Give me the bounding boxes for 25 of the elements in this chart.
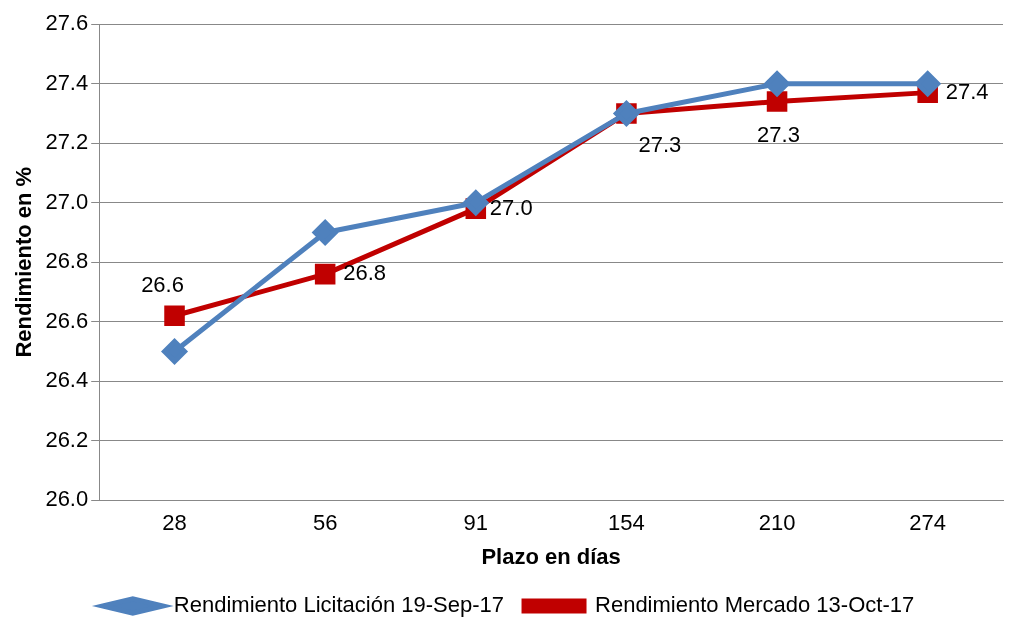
x-tick-label: 210 <box>758 510 796 536</box>
y-tick-label: 26.6 <box>45 307 89 333</box>
y-tick-label: 27.4 <box>45 69 89 95</box>
legend-label: Rendimiento Licitación 19-Sep-17 <box>173 592 505 618</box>
x-tick-label: 91 <box>463 510 489 536</box>
data-label: 26.6 <box>141 271 184 297</box>
data-label: 27.4 <box>945 78 989 104</box>
x-tick-label: 274 <box>909 510 947 536</box>
x-tick-label: 56 <box>312 510 338 536</box>
data-label: 27.0 <box>489 194 533 220</box>
y-tick-label: 27.2 <box>45 129 89 155</box>
x-axis-title: Plazo en días <box>481 543 621 569</box>
data-label: 26.8 <box>343 260 386 286</box>
data-label: 27.3 <box>638 131 682 157</box>
y-tick-label: 26.0 <box>45 486 89 512</box>
x-tick-label: 28 <box>162 510 187 536</box>
y-tick-label: 27.6 <box>45 10 89 36</box>
y-tick-label: 26.2 <box>45 426 89 452</box>
y-tick-label: 26.4 <box>45 367 89 393</box>
y-axis-title: Rendimiento en % <box>11 166 37 358</box>
y-tick-label: 27.0 <box>45 188 89 214</box>
y-tick-label: 26.8 <box>45 248 89 274</box>
x-tick-label: 154 <box>608 510 645 536</box>
legend-label: Rendimiento Mercado 13-Oct-17 <box>595 592 915 618</box>
data-label: 27.3 <box>757 121 800 147</box>
